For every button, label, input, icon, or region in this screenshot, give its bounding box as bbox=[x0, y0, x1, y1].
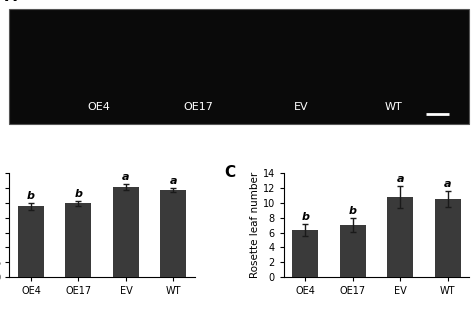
Text: a: a bbox=[170, 175, 177, 186]
Text: b: b bbox=[349, 206, 357, 216]
Text: b: b bbox=[74, 189, 82, 199]
Text: OE17: OE17 bbox=[183, 102, 213, 112]
Bar bbox=[18, 206, 44, 277]
FancyBboxPatch shape bbox=[9, 9, 469, 124]
Text: a: a bbox=[444, 179, 452, 189]
Text: b: b bbox=[301, 212, 310, 222]
Text: a: a bbox=[122, 172, 130, 182]
Bar bbox=[160, 190, 186, 277]
Bar bbox=[387, 197, 413, 277]
Text: A: A bbox=[5, 0, 17, 4]
Text: WT: WT bbox=[384, 102, 402, 112]
Y-axis label: Rosette leaf number: Rosette leaf number bbox=[250, 172, 260, 278]
Text: b: b bbox=[27, 191, 35, 201]
Text: OE4: OE4 bbox=[88, 102, 110, 112]
Bar bbox=[292, 230, 319, 277]
Text: C: C bbox=[225, 165, 236, 180]
Bar bbox=[113, 187, 139, 277]
Bar bbox=[340, 225, 366, 277]
Bar bbox=[435, 199, 461, 277]
Bar bbox=[65, 203, 91, 277]
Text: a: a bbox=[397, 174, 404, 184]
Text: EV: EV bbox=[294, 102, 309, 112]
